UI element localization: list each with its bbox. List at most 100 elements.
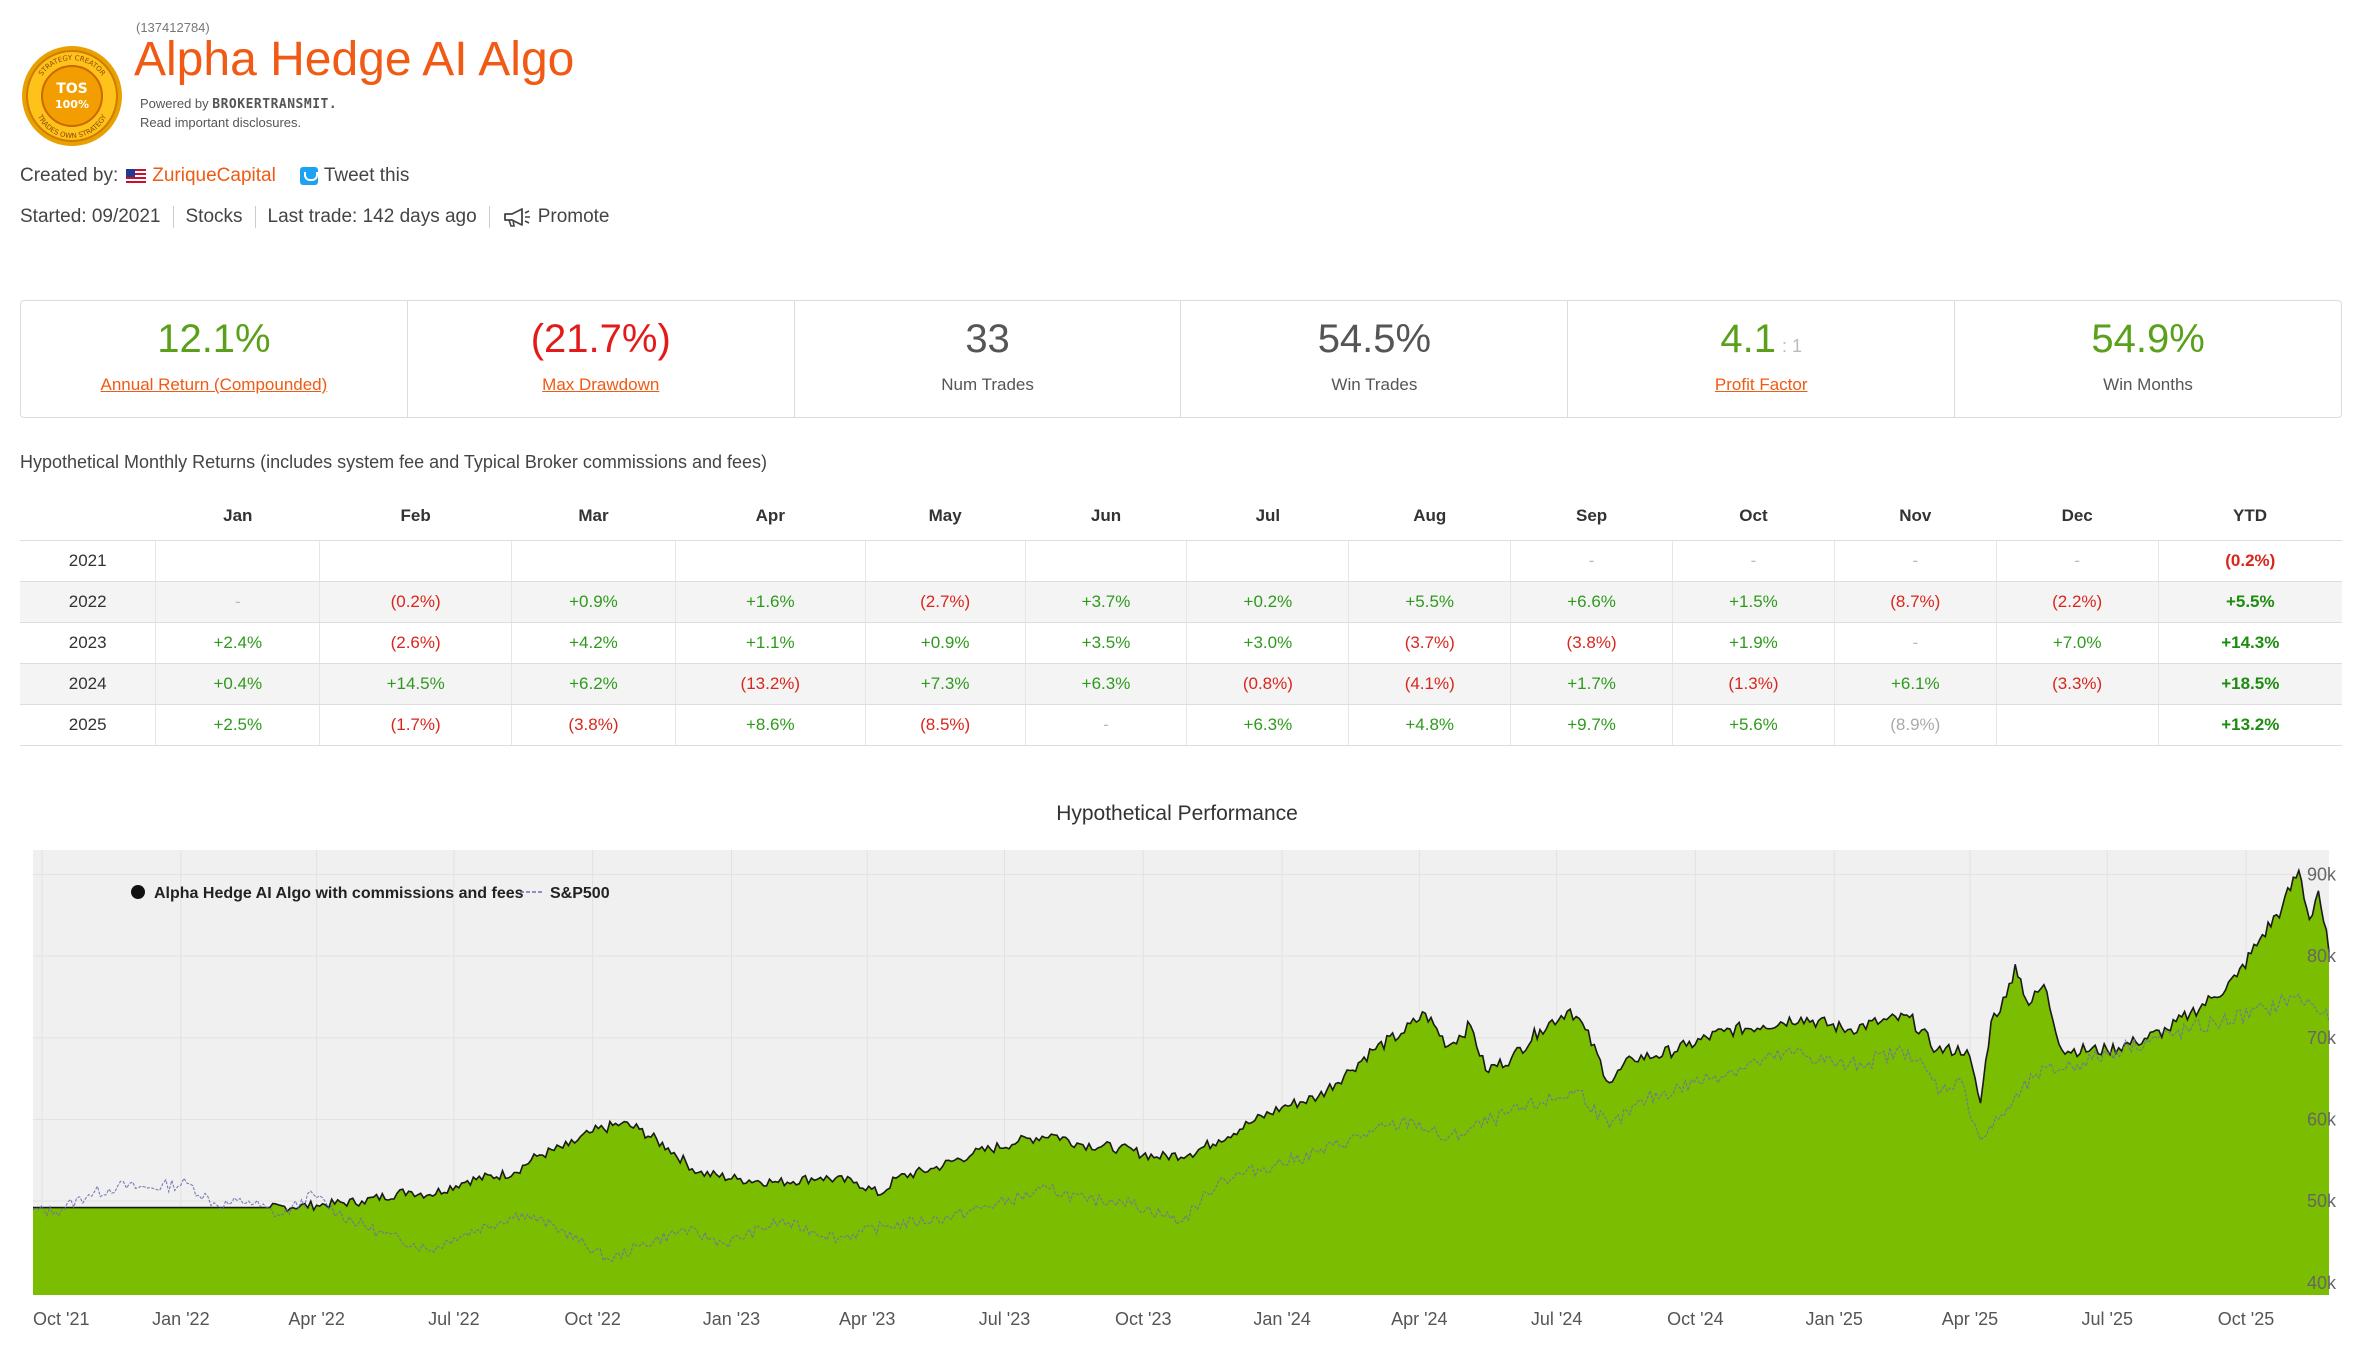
month-return-cell: (2.7%) <box>864 581 1026 623</box>
month-column-header: May <box>865 492 1026 541</box>
month-return-cell: +1.5% <box>1672 581 1835 623</box>
month-return-cell: +0.2% <box>1186 581 1349 623</box>
ytd-cell: (0.2%) <box>2157 540 2342 582</box>
month-return-cell: (4.1%) <box>1348 663 1511 705</box>
stat-value: 33 <box>965 317 1010 361</box>
stat-label-link[interactable]: Max Drawdown <box>542 375 660 394</box>
stat-num-trades: 33 Num Trades <box>795 301 1182 417</box>
disclosures-link[interactable]: Read important disclosures. <box>140 115 302 130</box>
stat-value-wrap: 4.1: 1 <box>1568 317 1954 362</box>
month-return-cell: +7.0% <box>1995 622 2159 664</box>
month-return-cell: (3.3%) <box>1995 663 2159 705</box>
tweet-this-link[interactable]: Tweet this <box>323 165 410 186</box>
month-return-cell <box>155 540 320 582</box>
table-row: 2022- (0.2%) +0.9% +1.6% (2.7%) +3.7% +0.2% +5.… <box>20 581 2342 623</box>
x-axis-tick-label: Jan '25 <box>1805 1309 1862 1329</box>
strategy-equity-line <box>33 867 2330 1213</box>
month-return-cell: - <box>1672 540 1835 582</box>
month-return-cell: +6.6% <box>1510 581 1673 623</box>
seal-mark: TOS <box>56 81 88 97</box>
monthly-returns-table: Jan Feb Mar Apr May Jun Jul Aug Sep Oct Nov Dec YTD … <box>20 492 2342 746</box>
year-cell: 2022 <box>20 581 156 623</box>
stat-win-months: 54.9% Win Months <box>1955 301 2341 417</box>
legend-label-sp500[interactable]: S&P500 <box>550 885 610 902</box>
table-header-row: Jan Feb Mar Apr May Jun Jul Aug Sep Oct Nov Dec YTD <box>20 492 2342 541</box>
chart-legend: Alpha Hedge AI Algo with commissions and… <box>131 885 610 902</box>
performance-chart-svg: Oct '21 Jan '22 Apr '22 Jul '22 Oct '22 Jan '… <box>32 850 2337 1329</box>
creator-link[interactable]: ZuriqueCapital <box>152 165 276 186</box>
stat-label-link[interactable]: Profit Factor <box>1714 375 1808 394</box>
month-column-header: Dec <box>1996 492 2159 541</box>
month-column-header: Oct <box>1672 492 1835 541</box>
month-return-cell: +0.9% <box>511 581 676 623</box>
month-column-header: Nov <box>1834 492 1997 541</box>
stat-value: 54.9% <box>2091 317 2205 361</box>
strategy-creator-seal-icon: TOS 100% STRATEGY CREATOR TRADES OWN STR… <box>22 46 122 146</box>
ytd-cell: +5.5% <box>2157 581 2342 623</box>
x-axis-tick-label: Jan '22 <box>152 1309 209 1329</box>
month-return-cell: (3.8%) <box>1510 622 1673 664</box>
year-cell: 2024 <box>20 663 156 705</box>
divider <box>254 206 256 228</box>
twitter-icon[interactable] <box>299 167 318 185</box>
stat-max-drawdown: (21.7%) Max Drawdown <box>408 301 795 417</box>
stat-ratio-suffix: : 1 <box>1782 336 1803 356</box>
month-return-cell: +3.0% <box>1186 622 1349 664</box>
last-trade: Last trade: 142 days ago <box>267 206 477 227</box>
legend-label-strategy[interactable]: Alpha Hedge AI Algo with commissions and… <box>154 885 524 902</box>
stat-label: Win Months <box>2103 375 2193 394</box>
month-return-cell: +7.3% <box>864 663 1026 705</box>
month-column-header: Sep <box>1510 492 1673 541</box>
ytd-cell: +14.3% <box>2157 622 2342 664</box>
table-row: 2024 +0.4% +14.5% +6.2% (13.2%) +7.3% +6.3% (0.… <box>20 663 2342 705</box>
stat-label-link[interactable]: Annual Return (Compounded) <box>100 375 328 394</box>
month-return-cell: (3.8%) <box>511 704 676 746</box>
month-return-cell <box>1348 540 1511 582</box>
month-return-cell: - <box>1510 540 1673 582</box>
performance-chart: Oct '21 Jan '22 Apr '22 Jul '22 Oct '22 Jan '… <box>0 850 2354 1348</box>
month-return-cell: +4.8% <box>1348 704 1511 746</box>
month-return-cell: +1.7% <box>1510 663 1673 705</box>
y-axis-tick-label: 50k <box>2307 1191 2337 1211</box>
powered-prefix: Powered by <box>140 96 209 111</box>
x-axis-tick-label: Oct '24 <box>1667 1309 1723 1329</box>
megaphone-icon[interactable] <box>502 206 532 228</box>
year-cell: 2023 <box>20 622 156 664</box>
month-return-cell: +6.2% <box>511 663 676 705</box>
y-axis-tick-label: 70k <box>2307 1028 2337 1048</box>
month-return-cell: (3.7%) <box>1348 622 1511 664</box>
month-return-cell: +1.6% <box>674 581 866 623</box>
x-axis-tick-label: Oct '25 <box>2218 1309 2274 1329</box>
x-axis-tick-label: Jan '23 <box>703 1309 760 1329</box>
month-return-cell: +9.7% <box>1510 704 1673 746</box>
y-axis-tick-label: 80k <box>2307 946 2337 966</box>
month-return-cell: +3.7% <box>1024 581 1187 623</box>
strategy-id: (137412784) <box>136 20 210 35</box>
month-return-cell: +2.5% <box>155 704 320 746</box>
legend-marker-strategy <box>131 885 145 899</box>
x-axis-tick-label: Jul '23 <box>979 1309 1030 1329</box>
started-date: Started: 09/2021 <box>20 206 161 227</box>
stat-value: 4.1 <box>1720 317 1777 361</box>
month-return-cell: (2.6%) <box>319 622 512 664</box>
month-column-header: Jul <box>1186 492 1349 541</box>
divider <box>488 206 490 228</box>
x-axis-tick-label: Apr '25 <box>1942 1309 1998 1329</box>
month-column-header: Apr <box>675 492 866 541</box>
y-axis-tick-label: 40k <box>2307 1273 2337 1293</box>
table-row: 2025 +2.5% (1.7%) (3.8%) +8.6% (8.5%) - +6.3% +4… <box>20 704 2342 746</box>
broker-brand-link[interactable]: BROKERTRANSMIT. <box>212 97 338 112</box>
month-return-cell: (1.3%) <box>1672 663 1835 705</box>
month-return-cell <box>1186 540 1349 582</box>
us-flag-icon <box>126 169 147 183</box>
month-return-cell: (0.8%) <box>1186 663 1349 705</box>
promote-link[interactable]: Promote <box>537 206 610 227</box>
x-axis-tick-label: Apr '22 <box>288 1309 344 1329</box>
table-row: 2023 +2.4% (2.6%) +4.2% +1.1% +0.9% +3.5% +3.0%… <box>20 622 2342 664</box>
month-column-header: Jan <box>155 492 320 541</box>
x-axis-tick-label: Jul '25 <box>2082 1309 2133 1329</box>
created-by-label: Created by: <box>20 165 119 186</box>
month-return-cell: (1.7%) <box>319 704 512 746</box>
month-return-cell <box>674 540 866 582</box>
stat-value: 12.1% <box>157 317 271 361</box>
